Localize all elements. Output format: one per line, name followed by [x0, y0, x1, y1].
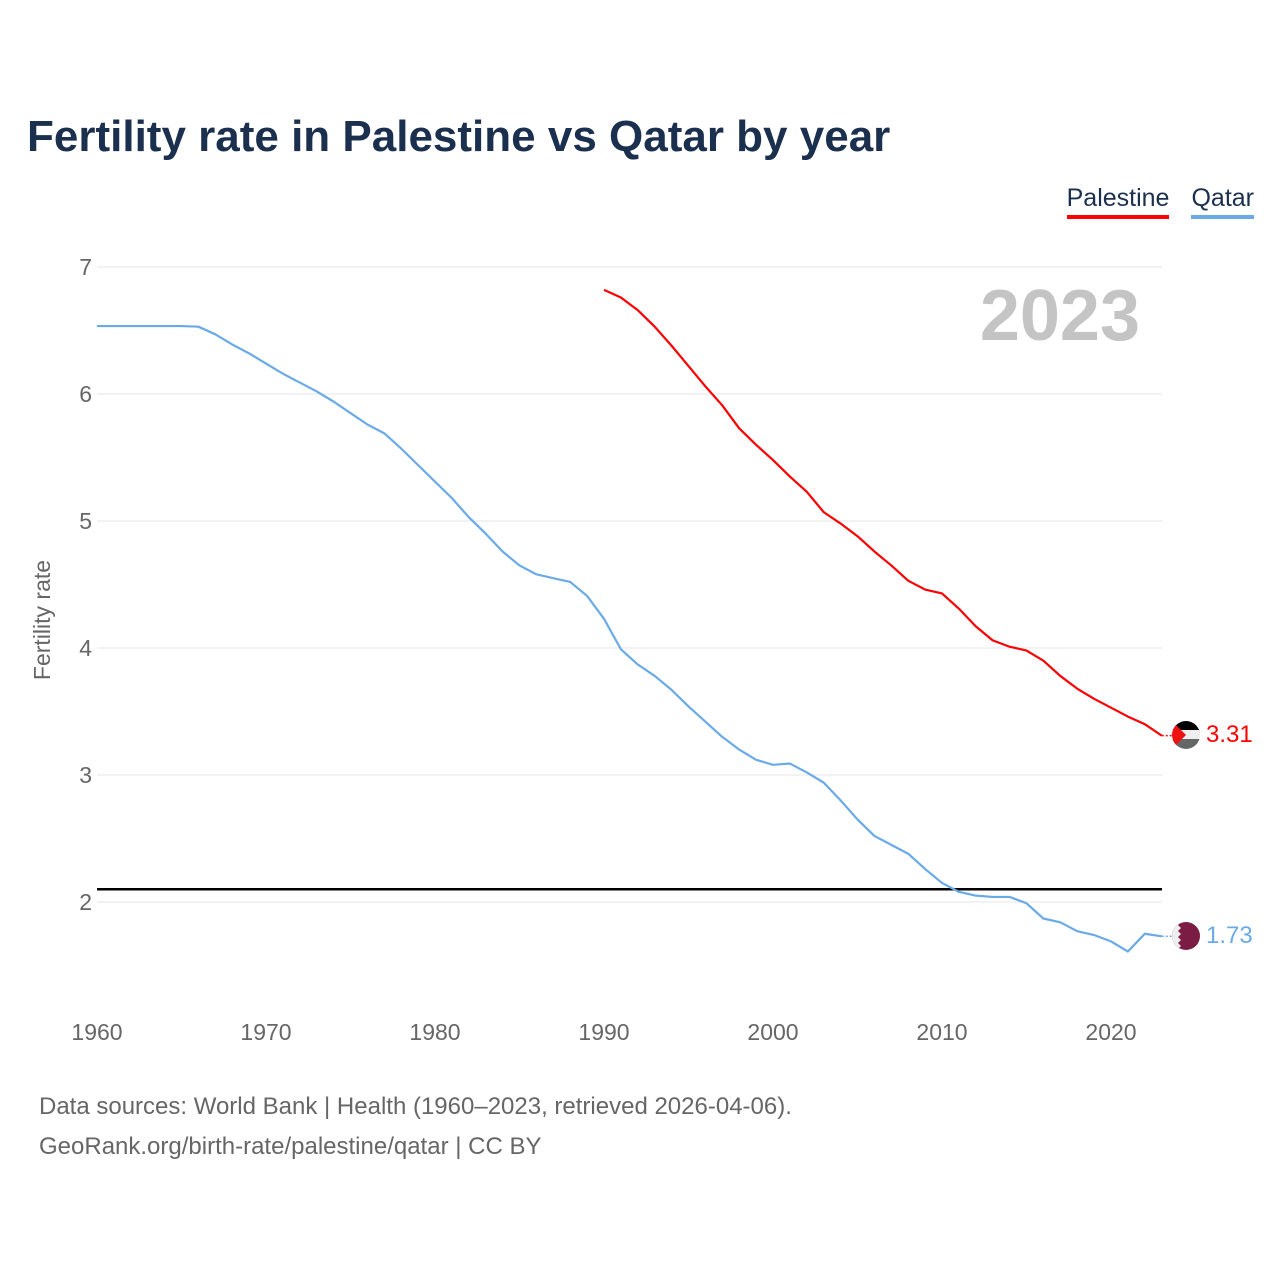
y-tick-label: 4	[79, 635, 92, 661]
palestine-line	[603, 288, 1163, 737]
x-tick-label: 1960	[71, 1019, 122, 1045]
y-axis-label: Fertility rate	[29, 560, 55, 680]
palestine-end-label: 3.31	[1206, 721, 1253, 748]
x-tick-label: 2010	[916, 1019, 967, 1045]
y-tick-label: 6	[79, 381, 92, 407]
source-note: Data sources: World Bank | Health (1960–…	[39, 1087, 792, 1167]
x-tick-label: 2020	[1085, 1019, 1136, 1045]
source-line-1: Data sources: World Bank | Health (1960–…	[39, 1093, 792, 1120]
legend-palestine[interactable]: Palestine	[1066, 184, 1170, 219]
x-tick-label: 1970	[240, 1019, 291, 1045]
x-tick-label: 1980	[409, 1019, 460, 1045]
qatar-line	[97, 324, 1162, 953]
y-tick-label: 7	[79, 254, 92, 280]
source-line-2[interactable]: GeoRank.org/birth-rate/palestine/qatar |…	[39, 1133, 542, 1160]
year-watermark: 2023	[980, 276, 1140, 356]
legend: Palestine Qatar	[1066, 184, 1254, 219]
y-tick-label: 5	[79, 508, 92, 534]
qatar-end-label: 1.73	[1206, 922, 1253, 949]
y-tick-label: 2	[79, 889, 92, 915]
palestine-flag-icon	[1172, 721, 1200, 749]
y-tick-label: 3	[79, 762, 92, 788]
chart-title: Fertility rate in Palestine vs Qatar by …	[27, 112, 891, 161]
x-tick-label: 1990	[578, 1019, 629, 1045]
qatar-flag-icon	[1172, 922, 1200, 950]
legend-qatar[interactable]: Qatar	[1191, 184, 1254, 219]
x-tick-label: 2000	[747, 1019, 798, 1045]
